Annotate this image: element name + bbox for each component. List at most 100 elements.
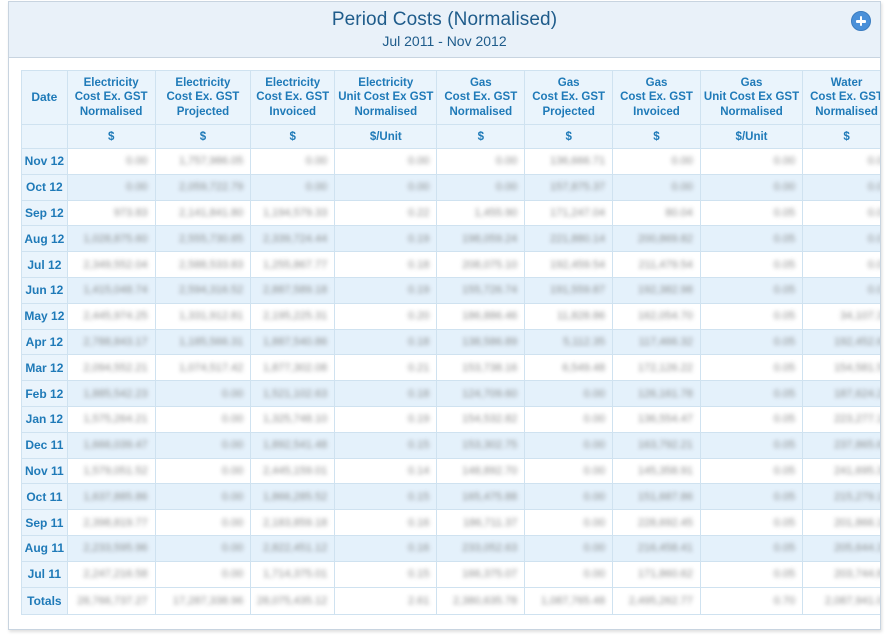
table-row[interactable]: Oct 11 1,637,885.86 0.00 1,866,285.52 0.15 16… <box>21 483 880 511</box>
data-value: 1,885,542.23 <box>83 387 148 400</box>
data-cell: 0.00 <box>154 534 252 562</box>
data-cell: 6,549.48 <box>524 354 614 382</box>
data-value: 138,586.89 <box>462 335 518 348</box>
data-value: 1,887,540.86 <box>262 335 328 348</box>
data-value: 186,711.37 <box>462 516 518 529</box>
column-header[interactable]: Gas Cost Ex. GST Normalised <box>436 70 526 125</box>
table-row[interactable]: Nov 11 1,579,051.52 0.00 2,445,159.01 0.14 14… <box>21 457 880 485</box>
data-cell: 0.18 <box>334 328 438 356</box>
table-row[interactable]: Jul 11 2,247,216.58 0.00 1,714,375.01 0.15 16… <box>21 560 880 588</box>
row-date-cell: Mar 12 <box>21 354 68 382</box>
row-date-cell: Feb 12 <box>21 380 68 407</box>
totals-value: 2,087,941.0 <box>824 594 880 607</box>
data-value: 153,302.75 <box>462 439 518 452</box>
column-header-line: Electricity <box>265 76 321 89</box>
row-date-cell: Aug 12 <box>21 225 68 253</box>
table-row[interactable]: Aug 11 2,233,595.96 0.00 2,822,451.12 0.16 23… <box>21 534 880 562</box>
data-cell: 172,126.22 <box>612 354 701 382</box>
column-header-line: Cost Ex. GST <box>74 91 148 104</box>
column-header[interactable]: Gas Unit Cost Ex GST Normalised <box>699 70 804 125</box>
data-value: 0.05 <box>773 310 796 323</box>
data-cell: 1,028,875.60 <box>66 225 156 253</box>
plus-circle-icon[interactable] <box>851 11 871 31</box>
column-unit: $ <box>436 124 526 149</box>
totals-value: 0.70 <box>773 594 796 607</box>
column-header[interactable]: Electricity Cost Ex. GST Normalised <box>66 70 156 125</box>
data-cell: 126,161.78 <box>612 380 701 407</box>
data-cell: 221,880.14 <box>524 225 614 253</box>
table-row[interactable]: Aug 12 1,028,875.60 2,555,730.85 2,339,724.… <box>21 225 880 253</box>
data-cell: 1,325,748.10 <box>250 405 336 433</box>
data-value: 186,886.46 <box>462 310 518 323</box>
table-row[interactable]: Jun 12 1,415,048.74 2,594,316.52 2,887,589.… <box>21 276 880 304</box>
table-row[interactable]: Sep 12 973.83 2,141,841.80 1,194,579.33 0.22… <box>21 199 880 227</box>
table-row[interactable]: Nov 12 0.00 1,757,986.05 0.00 0.00 0.00 136,66… <box>21 148 880 175</box>
column-header[interactable]: Gas Cost Ex. GST Invoiced <box>612 70 701 125</box>
header-label-row: Date Electricity Cost Ex. GST Normalised Ele… <box>21 70 880 125</box>
row-date-cell: Dec 11 <box>21 431 68 459</box>
data-value: 1,866,285.52 <box>262 490 328 503</box>
data-value: 233,052.63 <box>462 542 518 555</box>
data-value: 0.14 <box>407 464 430 477</box>
data-cell: 0.00 <box>699 173 804 201</box>
column-header-date[interactable]: Date <box>21 70 68 125</box>
data-value: 208,075.10 <box>462 258 518 271</box>
data-cell: 0.05 <box>699 328 804 356</box>
table-row[interactable]: Mar 12 2,094,552.21 1,074,517.42 1,877,302.… <box>21 354 880 382</box>
data-cell: 2,588,533.83 <box>154 251 252 278</box>
table-row[interactable]: Feb 12 1,885,542.23 0.00 1,521,102.63 0.18 12… <box>21 380 880 407</box>
period-costs-panel: Period Costs (Normalised) Jul 2011 - Nov… <box>8 1 881 630</box>
data-value: 0.18 <box>407 335 430 348</box>
data-value: 0.05 <box>773 387 796 400</box>
data-value: 0.00 <box>773 181 796 194</box>
data-cell: 0.00 <box>524 405 614 433</box>
data-value: 1,877,302.08 <box>262 361 328 374</box>
data-value: 1,575,264.21 <box>83 413 148 426</box>
data-cell: 0.00 <box>524 380 614 407</box>
totals-cell: 2,495,262.77 <box>612 586 701 615</box>
table-row[interactable]: May 12 2,445,974.25 1,331,912.81 2,195,225.… <box>21 302 880 330</box>
table-row[interactable]: Oct 12 0.00 2,059,722.79 0.00 0.00 0.00 157,87… <box>21 173 880 201</box>
data-value: 0.05 <box>773 361 796 374</box>
data-value: 0.00 <box>221 542 244 555</box>
column-header[interactable]: Electricity Unit Cost Ex GST Normalised <box>334 70 438 125</box>
data-cell: 0.00 <box>436 148 526 175</box>
data-value: 151,687.86 <box>637 490 693 503</box>
table-row[interactable]: Apr 12 2,788,843.17 1,185,566.31 1,887,540.… <box>21 328 880 356</box>
data-cell: 0.05 <box>699 483 804 511</box>
data-cell: 1,455.90 <box>436 199 526 227</box>
data-value: 0.00 <box>221 439 244 452</box>
column-header[interactable]: Electricity Cost Ex. GST Invoiced <box>250 70 336 125</box>
data-value: 0.0 <box>867 181 880 194</box>
column-header[interactable]: Electricity Cost Ex. GST Projected <box>154 70 252 125</box>
data-cell: 117,466.32 <box>612 328 701 356</box>
data-value: 0.00 <box>583 464 606 477</box>
table-row[interactable]: Jan 12 1,575,264.21 0.00 1,325,748.10 0.19 15… <box>21 405 880 433</box>
panel-header: Period Costs (Normalised) Jul 2011 - Nov… <box>9 2 880 58</box>
table-row[interactable]: Dec 11 1,666,039.47 0.00 1,892,541.48 0.15 15… <box>21 431 880 459</box>
data-value: 117,466.32 <box>638 335 693 348</box>
column-header-line: Cost Ex. GST <box>532 91 606 104</box>
totals-value: 1,087,765.48 <box>540 594 606 607</box>
data-cell: 0.00 <box>154 483 252 511</box>
data-cell: 0.00 <box>334 148 438 175</box>
data-value: 153,738.16 <box>462 361 518 374</box>
data-cell: 1,877,302.08 <box>250 354 336 382</box>
data-value: 1,185,566.31 <box>179 335 244 348</box>
table-row[interactable]: Sep 11 2,398,819.77 0.00 2,183,859.18 0.16 18… <box>21 509 880 536</box>
column-header-line: Electricity <box>175 76 231 89</box>
column-header[interactable]: Water Cost Ex. GST Normalised <box>802 70 880 125</box>
table-row[interactable]: Jul 12 2,349,552.04 2,588,533.83 1,255,867.… <box>21 251 880 278</box>
data-value: 215,279.1 <box>834 490 880 503</box>
data-cell: 0.00 <box>436 173 526 201</box>
column-header[interactable]: Gas Cost Ex. GST Projected <box>524 70 614 125</box>
data-value: 1,637,885.86 <box>83 490 148 503</box>
data-cell: 2,183,859.18 <box>250 509 336 536</box>
column-header-line: Normalised <box>79 105 143 118</box>
data-cell: 0.00 <box>66 173 156 201</box>
data-cell: 228,692.45 <box>612 509 701 536</box>
totals-value: 2.61 <box>407 594 430 607</box>
data-cell: 2,788,843.17 <box>66 328 156 356</box>
totals-cell: 2,087,941.0 <box>802 586 880 615</box>
data-cell: 0.18 <box>334 251 438 278</box>
